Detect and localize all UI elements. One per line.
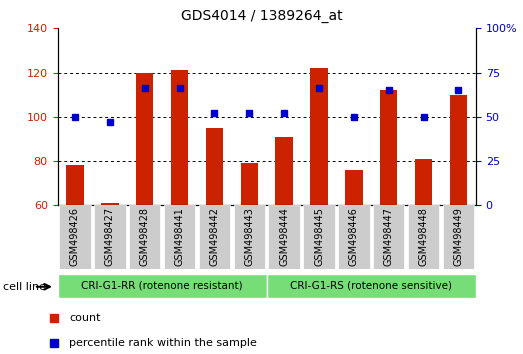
Bar — [450, 95, 467, 205]
Bar — [241, 163, 258, 205]
FancyBboxPatch shape — [59, 205, 90, 269]
Bar — [345, 170, 362, 205]
Bar — [206, 128, 223, 205]
Text: percentile rank within the sample: percentile rank within the sample — [69, 338, 257, 348]
Bar — [136, 73, 153, 205]
FancyBboxPatch shape — [164, 205, 195, 269]
FancyBboxPatch shape — [58, 274, 267, 298]
FancyBboxPatch shape — [267, 274, 476, 298]
Text: GSM498447: GSM498447 — [384, 207, 394, 266]
Bar — [276, 137, 293, 205]
Bar — [415, 159, 433, 205]
FancyBboxPatch shape — [234, 205, 265, 269]
Text: CRI-G1-RR (rotenone resistant): CRI-G1-RR (rotenone resistant) — [81, 281, 243, 291]
Text: GSM498448: GSM498448 — [418, 207, 429, 266]
Bar — [101, 203, 119, 205]
FancyBboxPatch shape — [199, 205, 230, 269]
Bar — [66, 165, 84, 205]
FancyBboxPatch shape — [373, 205, 404, 269]
FancyBboxPatch shape — [408, 205, 439, 269]
Text: CRI-G1-RS (rotenone sensitive): CRI-G1-RS (rotenone sensitive) — [290, 281, 452, 291]
FancyBboxPatch shape — [338, 205, 370, 269]
FancyBboxPatch shape — [443, 205, 474, 269]
FancyBboxPatch shape — [303, 205, 335, 269]
Text: cell line: cell line — [3, 282, 46, 292]
Text: count: count — [69, 313, 101, 323]
Text: GSM498443: GSM498443 — [244, 207, 254, 266]
Text: GSM498446: GSM498446 — [349, 207, 359, 266]
Text: GSM498441: GSM498441 — [175, 207, 185, 266]
FancyBboxPatch shape — [268, 205, 300, 269]
Text: GDS4014 / 1389264_at: GDS4014 / 1389264_at — [180, 9, 343, 23]
Text: GSM498444: GSM498444 — [279, 207, 289, 266]
Text: GSM498445: GSM498445 — [314, 207, 324, 266]
Bar — [380, 90, 397, 205]
Text: GSM498428: GSM498428 — [140, 207, 150, 266]
Text: GSM498442: GSM498442 — [209, 207, 220, 266]
FancyBboxPatch shape — [129, 205, 161, 269]
FancyBboxPatch shape — [94, 205, 126, 269]
Bar — [171, 70, 188, 205]
Bar — [310, 68, 328, 205]
Text: GSM498426: GSM498426 — [70, 207, 80, 266]
Text: GSM498449: GSM498449 — [453, 207, 463, 266]
Text: GSM498427: GSM498427 — [105, 207, 115, 266]
